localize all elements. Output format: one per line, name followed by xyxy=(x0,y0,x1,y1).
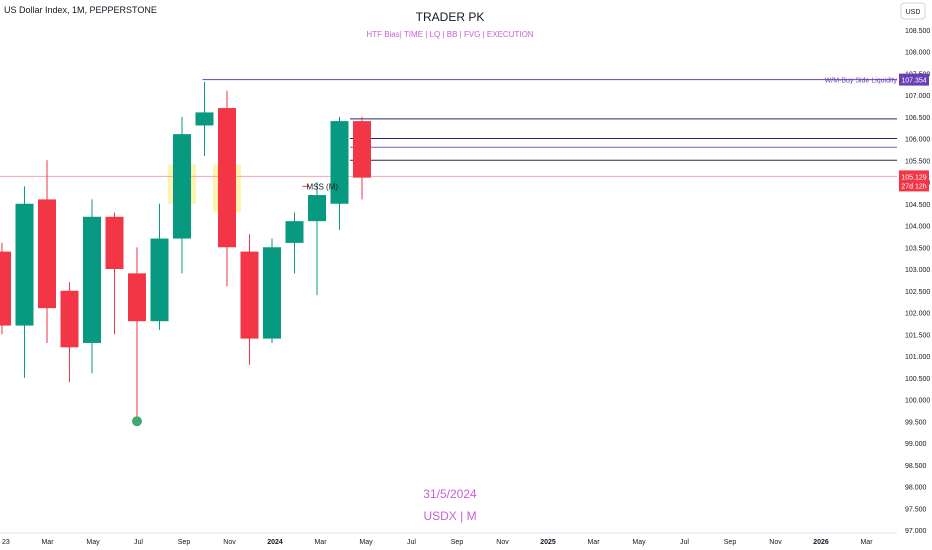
time-tick-label: Nov xyxy=(496,539,509,546)
candle xyxy=(60,282,79,383)
time-tick-label: May xyxy=(632,539,646,546)
candle xyxy=(38,160,56,343)
time-tick-label: Jul xyxy=(407,539,416,546)
price-tick-label: 99.000 xyxy=(905,441,927,448)
price-tick-label: 106.000 xyxy=(905,137,930,144)
chart-subtitle: HTF Bias| TIME | LQ | BB | FVG | EXECUTI… xyxy=(366,30,533,39)
candle-body xyxy=(38,199,56,309)
candle xyxy=(150,203,169,330)
candle xyxy=(173,116,191,274)
price-tick-label: 103.000 xyxy=(905,267,930,274)
price-tick-label: 104.000 xyxy=(905,224,930,231)
price-tick-label: 106.500 xyxy=(905,115,930,122)
chart-title: TRADER PK xyxy=(416,10,485,24)
candle xyxy=(330,116,349,230)
candle xyxy=(15,186,34,378)
time-tick-label: 2026 xyxy=(813,539,829,546)
candle xyxy=(353,116,371,200)
candle xyxy=(218,90,236,287)
time-tick-label: 2024 xyxy=(267,539,283,546)
time-tick-label: Mar xyxy=(860,539,873,546)
time-tick-label: Sep xyxy=(724,539,737,546)
candle-body xyxy=(263,247,281,339)
price-tick-label: 108.500 xyxy=(905,28,930,35)
time-tick-label: Nov xyxy=(223,539,236,546)
time-tick-label: Jul xyxy=(680,539,689,546)
candle xyxy=(105,212,124,335)
candle-body xyxy=(60,290,79,348)
currency-button[interactable] xyxy=(900,2,926,20)
time-tick-label: Sep xyxy=(451,539,464,546)
price-tick-label: 101.000 xyxy=(905,354,930,361)
candle-body xyxy=(195,112,214,126)
candle xyxy=(263,238,281,343)
time-tick-label: Sep xyxy=(178,539,191,546)
candle-body xyxy=(150,238,169,322)
watermark-date: 31/5/2024 xyxy=(423,487,477,501)
candle xyxy=(83,199,101,374)
price-tick-label: 97.000 xyxy=(905,528,927,535)
candle-body xyxy=(0,251,11,326)
price-tick-label: 100.000 xyxy=(905,398,930,405)
time-tick-label: May xyxy=(86,539,100,546)
watermark-symbol: USDX | M xyxy=(423,509,476,523)
price-tick-label: 104.500 xyxy=(905,202,930,209)
countdown-value: 27d 12h xyxy=(901,183,926,190)
candle-body xyxy=(240,251,259,339)
candle xyxy=(128,247,146,422)
candle-body xyxy=(15,203,34,326)
time-tick-label: 23 xyxy=(2,539,10,546)
price-tick-label: 108.000 xyxy=(905,50,930,57)
swing-low-marker xyxy=(132,416,142,427)
time-tick-label: Mar xyxy=(41,539,54,546)
price-tick-label: 107.000 xyxy=(905,93,930,100)
price-axis-panel xyxy=(897,0,932,550)
symbol-info[interactable]: US Dollar Index, 1M, PEPPERSTONE xyxy=(4,5,157,15)
mss-label: MSS (M) xyxy=(307,182,339,191)
price-tick-label: 97.500 xyxy=(905,506,927,513)
candle-body xyxy=(285,221,304,243)
candle-body xyxy=(330,121,349,204)
liquidity-price-value: 107.354 xyxy=(901,78,926,85)
price-tick-label: 102.000 xyxy=(905,311,930,318)
price-axis[interactable]: 108.500108.000107.500107.000106.500106.0… xyxy=(897,0,932,550)
candle-body xyxy=(218,108,236,248)
liquidity-label: W/M-Buy Side Liquidity xyxy=(825,78,898,85)
annotations: MSS (M) W/M-Buy Side Liquidity xyxy=(132,78,897,427)
horizontal-levels xyxy=(0,79,897,177)
price-tick-label: 101.500 xyxy=(905,332,930,339)
candle-body xyxy=(105,216,124,269)
time-tick-label: Jul xyxy=(134,539,143,546)
candle xyxy=(285,212,304,274)
liquidity-price-tag xyxy=(899,73,929,86)
candle-body xyxy=(308,195,326,222)
last-price-tag xyxy=(899,170,929,192)
price-tick-label: 98.000 xyxy=(905,485,927,492)
price-tick-label: 99.500 xyxy=(905,419,927,426)
time-tick-label: 2025 xyxy=(540,539,556,546)
candles xyxy=(0,81,371,422)
candle-body xyxy=(173,134,191,239)
price-tick-label: 103.500 xyxy=(905,245,930,252)
time-tick-label: May xyxy=(359,539,373,546)
currency-label: USD xyxy=(906,9,921,16)
candle-body xyxy=(83,216,101,343)
time-axis[interactable]: 23 Mar May Jul Sep Nov 2024 Mar May Jul Sep Nov 2025… xyxy=(0,532,897,546)
candle-body xyxy=(353,121,371,178)
price-tick-label: 102.500 xyxy=(905,289,930,296)
time-tick-label: Nov xyxy=(769,539,782,546)
price-tick-label: 105.500 xyxy=(905,158,930,165)
time-tick-label: Mar xyxy=(314,539,327,546)
time-tick-label: Mar xyxy=(587,539,600,546)
candle xyxy=(195,81,214,156)
candle xyxy=(240,234,259,365)
candle-body xyxy=(128,273,146,322)
price-tick-label: 98.500 xyxy=(905,463,927,470)
last-price-value: 105.129 xyxy=(901,174,926,181)
candle xyxy=(0,242,11,335)
candle xyxy=(308,182,326,296)
price-tick-label: 100.500 xyxy=(905,376,930,383)
